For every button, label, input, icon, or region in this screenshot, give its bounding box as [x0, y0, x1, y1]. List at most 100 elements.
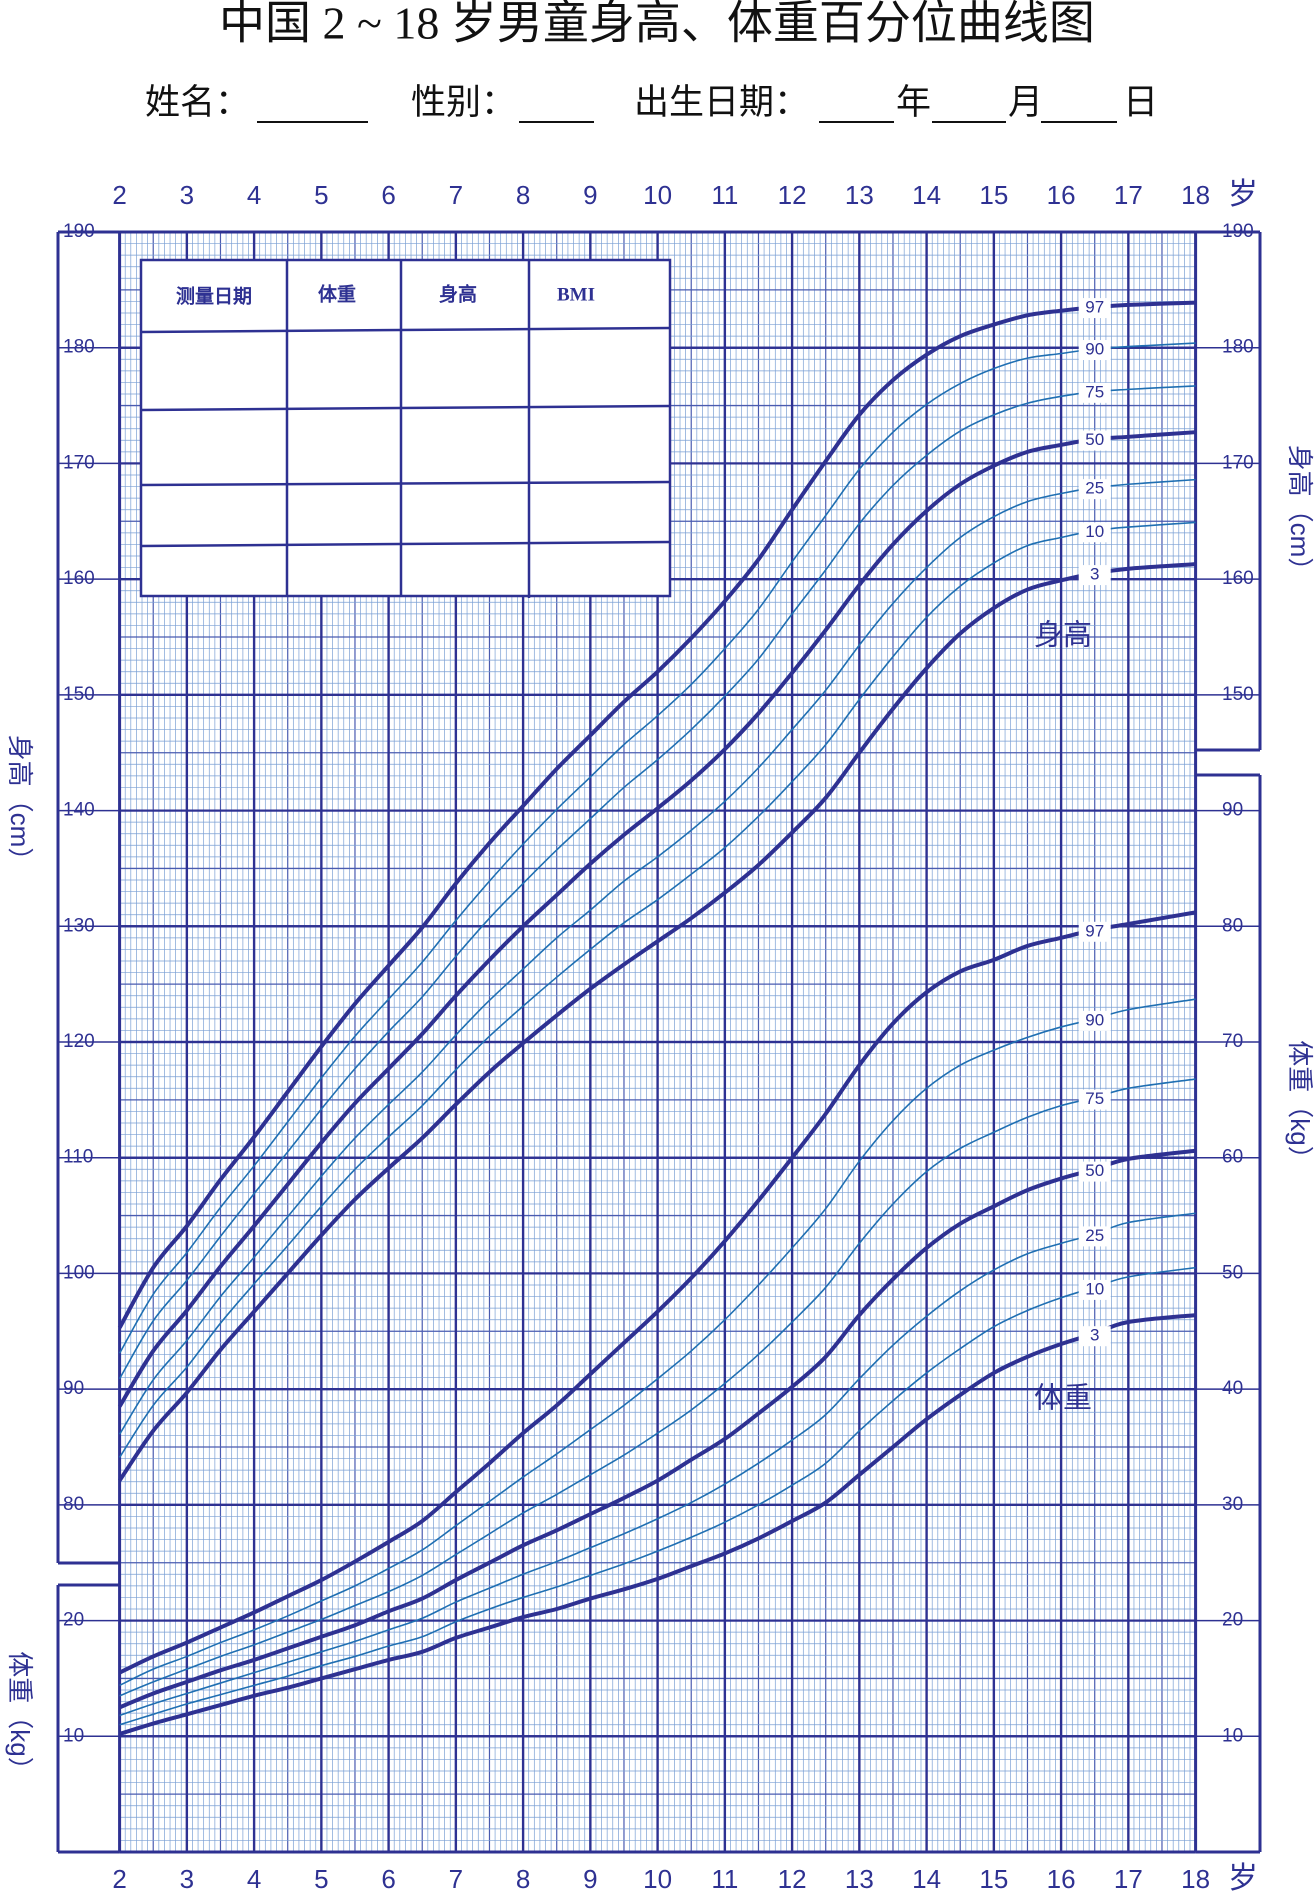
y2-axis-title: 体重（kg） — [1285, 1040, 1314, 1171]
y-tick-label: 80 — [1222, 915, 1243, 936]
label-gap — [1078, 298, 1111, 319]
label-gap — [1078, 340, 1111, 361]
table-header-cell: 身高 — [439, 282, 477, 305]
percentile-line — [118, 342, 1196, 1354]
x-tick-label: 4 — [247, 180, 261, 210]
y-tick-label: 160 — [1222, 568, 1254, 589]
y-tick-label: 100 — [63, 1262, 95, 1283]
table-row — [140, 480, 671, 487]
x-tick-label: 5 — [314, 180, 328, 210]
y-tick-label: 60 — [1222, 1147, 1243, 1168]
table-row — [140, 404, 671, 412]
x-tick-label: 17 — [1114, 1864, 1143, 1894]
legend-label: 10 — [1085, 522, 1104, 541]
x-tick-label: 2 — [112, 180, 126, 210]
legend-label: 90 — [1085, 1010, 1104, 1029]
x-tick-label: 9 — [583, 1864, 597, 1894]
legend-label: 75 — [1085, 382, 1104, 401]
x-tick-label: 10 — [643, 1864, 672, 1894]
table-header-cell: BMI — [557, 284, 595, 305]
y-tick-label: 20 — [1222, 1610, 1243, 1631]
x-tick-label: 13 — [845, 1864, 874, 1894]
y-tick-label: 190 — [63, 221, 95, 242]
legend-label: 97 — [1085, 298, 1104, 317]
label-gap — [1078, 1161, 1111, 1182]
y-tick-label: 20 — [63, 1610, 84, 1631]
y-tick-label: 190 — [1222, 221, 1254, 242]
label-gap — [1078, 1279, 1111, 1300]
percentile-line — [117, 430, 1196, 1408]
label-gap — [1078, 1226, 1111, 1247]
annotation: 身高 — [1034, 619, 1092, 652]
table-row — [140, 540, 671, 548]
chart-title: 中国 2 ~ 18 岁男童身高、体重百分位曲线图 — [219, 0, 1095, 49]
table-frame — [139, 258, 672, 598]
x-tick-label: 7 — [449, 1864, 463, 1894]
y-tick-label: 40 — [1222, 1378, 1243, 1399]
annotation: 体重 — [1034, 1382, 1092, 1415]
y-tick-label: 110 — [63, 1147, 93, 1168]
line-layer: 3 10 25 50 75 90 97 3 10 25 50 75 90 97 — [117, 298, 1196, 1736]
label-gap — [1078, 382, 1111, 403]
x-tick-label: 18 — [1181, 180, 1210, 210]
label-gap — [1078, 565, 1111, 586]
y-tick-label: 90 — [1222, 800, 1243, 821]
y-tick-label: 160 — [63, 568, 95, 589]
x-tick-label: 14 — [912, 180, 941, 210]
percentile-line — [118, 385, 1196, 1380]
legend-label: 3 — [1090, 1326, 1099, 1345]
percentile-line — [117, 562, 1196, 1482]
x-tick-label: 3 — [180, 180, 194, 210]
legend-label: 75 — [1085, 1089, 1104, 1108]
y-tick-label: 170 — [1222, 452, 1254, 473]
y-tick-label: 130 — [63, 915, 95, 936]
x-tick-label: 7 — [449, 180, 463, 210]
y-tick-label: 50 — [1222, 1262, 1243, 1283]
label-gap — [1078, 522, 1111, 543]
x-tick-label: 12 — [778, 180, 807, 210]
percentile-line — [119, 1313, 1196, 1736]
legend-label: 10 — [1085, 1279, 1104, 1298]
percentile-line — [118, 478, 1196, 1435]
form-label: 月 — [1008, 83, 1043, 122]
y-tick-label: 10 — [1222, 1725, 1243, 1746]
x-tick-label: 9 — [583, 180, 597, 210]
label-gap — [1078, 921, 1111, 942]
x-tick-label: 17 — [1114, 180, 1143, 210]
x-tick-label: 6 — [381, 180, 395, 210]
percentile-line — [119, 1078, 1196, 1697]
y-tick-label: 180 — [1222, 337, 1254, 358]
y-tick-label: 30 — [1222, 1494, 1243, 1515]
label-gap — [1078, 1089, 1111, 1110]
form-label: 姓名： — [145, 83, 250, 122]
x-tick-label: 16 — [1047, 1864, 1076, 1894]
x-tick-label: 15 — [979, 1864, 1008, 1894]
legend-label: 50 — [1085, 430, 1104, 449]
label-gap — [1078, 479, 1111, 500]
x-tick-label: 4 — [247, 1864, 261, 1894]
y-tick-label: 150 — [1222, 684, 1254, 705]
table-lines — [140, 260, 671, 598]
percentile-line — [119, 998, 1196, 1687]
form: 姓名： 性别： 出生日期： 年 月 日 — [145, 83, 1158, 122]
form-label: 年 — [896, 83, 931, 122]
table-header-cell: 测量日期 — [176, 285, 252, 307]
form-label: 日 — [1123, 83, 1158, 122]
x-tick-label: 8 — [516, 1864, 530, 1894]
y-tick-label: 70 — [1222, 1031, 1243, 1052]
form-label: 出生日期： — [634, 83, 809, 122]
percentile-line — [119, 1266, 1196, 1726]
label-layer: 2 2 3 3 4 4 5 5 6 6 7 7 8 8 9 9 10 10 11 11 12 12 13 13 14 14 15 15… — [63, 180, 1254, 1894]
legend-label: 25 — [1085, 1226, 1104, 1245]
legend-label: 90 — [1085, 340, 1104, 359]
legend-label: 3 — [1090, 565, 1099, 584]
y-tick-label: 170 — [63, 452, 95, 473]
table-row — [140, 326, 671, 334]
x-tick-label: 11 — [711, 180, 738, 210]
x-tick-label: 14 — [912, 1864, 941, 1894]
x-tick-label: 10 — [643, 180, 672, 210]
percentile-line — [118, 910, 1196, 1675]
x-tick-label: 6 — [381, 1864, 395, 1894]
legend-label: 97 — [1085, 921, 1104, 940]
y-tick-label: 10 — [63, 1725, 84, 1746]
